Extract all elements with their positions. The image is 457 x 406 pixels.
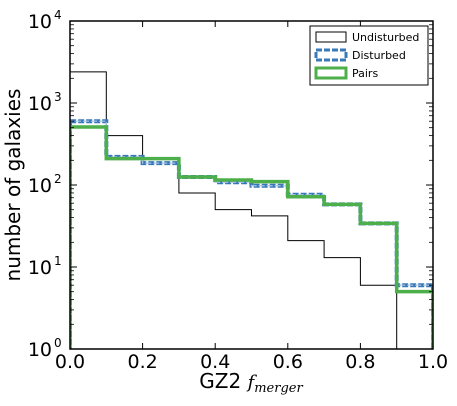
x-tick-label: 1.0 [418, 351, 448, 373]
legend-swatch-pairs [314, 66, 348, 80]
x-tick-label: 0.8 [345, 351, 375, 373]
y-tick-label: 10 [28, 11, 52, 33]
legend-label-disturbed: Disturbed [352, 49, 406, 62]
y-tick-label: 10 [28, 339, 52, 361]
y-tick-label: 10 [28, 93, 52, 115]
x-tick-label: 0.2 [127, 351, 157, 373]
legend-label-undisturbed: Undisturbed [352, 31, 419, 44]
x-axis-label: GZ2 fmerger [199, 369, 303, 396]
series-pairs-step [70, 125, 433, 349]
y-tick-label: 10 [28, 175, 52, 197]
x-tick-label: 0.4 [200, 351, 230, 373]
legend-label-pairs: Pairs [352, 67, 378, 80]
plot-area [70, 71, 433, 349]
y-tick-label: 10 [28, 257, 52, 279]
y-tick-exponent: 0 [54, 336, 62, 350]
legend-swatch-undisturbed [315, 31, 347, 43]
y-tick-exponent: 4 [54, 8, 62, 22]
legend-swatch-disturbed [314, 48, 348, 62]
y-tick-exponent: 3 [54, 90, 62, 104]
y-axis-label: number of galaxies [1, 89, 25, 282]
y-tick-exponent: 2 [54, 172, 62, 186]
x-tick-label: 0.0 [55, 351, 85, 373]
x-axis-label-text: GZ2 [199, 369, 247, 393]
x-axis-label-sub: merger [254, 381, 303, 396]
legend-box [309, 25, 429, 86]
y-tick-exponent: 1 [54, 254, 62, 268]
x-tick-label: 0.6 [273, 351, 303, 373]
legend: Undisturbed Disturbed Pairs [309, 25, 429, 86]
series-undisturbed-step [70, 71, 398, 349]
axis-ticks [69, 20, 434, 350]
